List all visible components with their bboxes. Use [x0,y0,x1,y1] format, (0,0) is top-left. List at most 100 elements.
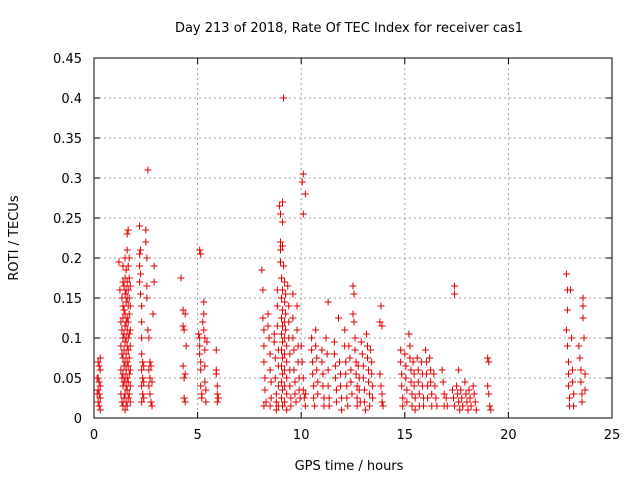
data-point [125,370,133,378]
data-point [200,326,208,334]
data-point [570,390,578,398]
data-point [264,322,272,330]
data-point [124,346,132,354]
data-point [579,302,587,310]
data-point [485,358,493,366]
data-point [177,274,185,282]
data-point [438,366,446,374]
data-point [181,370,189,378]
data-point [138,350,146,358]
data-point [314,390,322,398]
data-point [258,266,266,274]
data-point [124,262,132,270]
data-point [376,318,384,326]
data-point [181,310,189,318]
data-point [147,398,155,406]
y-tick-label: 0.1 [61,332,82,347]
data-point [569,378,577,386]
data-points [93,94,589,414]
data-point [276,258,284,266]
data-point [578,398,586,406]
data-point [213,398,221,406]
data-point [341,326,349,334]
data-point [431,382,439,390]
data-point [196,246,204,254]
data-point [331,374,339,382]
data-point [466,394,474,402]
data-point [332,398,340,406]
data-point [202,398,210,406]
data-point [362,330,370,338]
data-point [399,402,407,410]
data-point [125,274,133,282]
data-point [290,346,298,354]
data-point [471,398,479,406]
data-point [312,342,320,350]
data-point [323,350,331,358]
data-point [379,402,387,410]
data-point [259,314,267,322]
data-point [406,354,414,362]
data-point [406,342,414,350]
data-point [196,350,204,358]
data-point [278,330,286,338]
data-point [405,330,413,338]
data-point [353,394,361,402]
data-point [116,286,124,294]
data-point [260,358,268,366]
y-tick-label: 0.3 [61,172,82,187]
data-point [271,354,279,362]
data-point [279,386,287,394]
data-point [94,398,102,406]
data-point [422,346,430,354]
data-point [313,366,321,374]
x-tick-label: 15 [397,428,414,443]
data-point [344,402,352,410]
data-point [469,382,477,390]
data-point [579,294,587,302]
data-point [200,298,208,306]
data-point [439,378,447,386]
data-point [366,402,374,410]
data-point [262,398,270,406]
data-point [275,202,283,210]
data-point [142,238,150,246]
data-point [123,278,131,286]
data-point [301,390,309,398]
data-point [201,378,209,386]
data-point [125,354,133,362]
data-point [308,346,316,354]
data-point [424,394,432,402]
data-point [334,314,342,322]
data-point [212,346,220,354]
data-point [397,346,405,354]
data-point [266,350,274,358]
data-point [181,398,189,406]
data-point [143,254,151,262]
data-point [292,398,300,406]
data-point [140,378,148,386]
x-tick-label: 5 [193,428,201,443]
data-point [357,338,365,346]
data-point [144,166,152,174]
data-point [93,374,101,382]
data-point [398,382,406,390]
data-point [325,394,333,402]
data-point [261,386,269,394]
data-point [403,398,411,406]
data-point [451,290,459,298]
data-point [287,402,295,410]
data-point [414,378,422,386]
data-point [281,298,289,306]
data-point [290,366,298,374]
data-point [279,370,287,378]
data-point [264,310,272,318]
x-axis-label: GPS time / hours [295,459,404,474]
data-point [138,318,146,326]
data-point [336,358,344,366]
data-point [569,366,577,374]
data-point [364,342,372,350]
data-point [566,394,574,402]
data-point [411,394,419,402]
data-point [278,294,286,302]
